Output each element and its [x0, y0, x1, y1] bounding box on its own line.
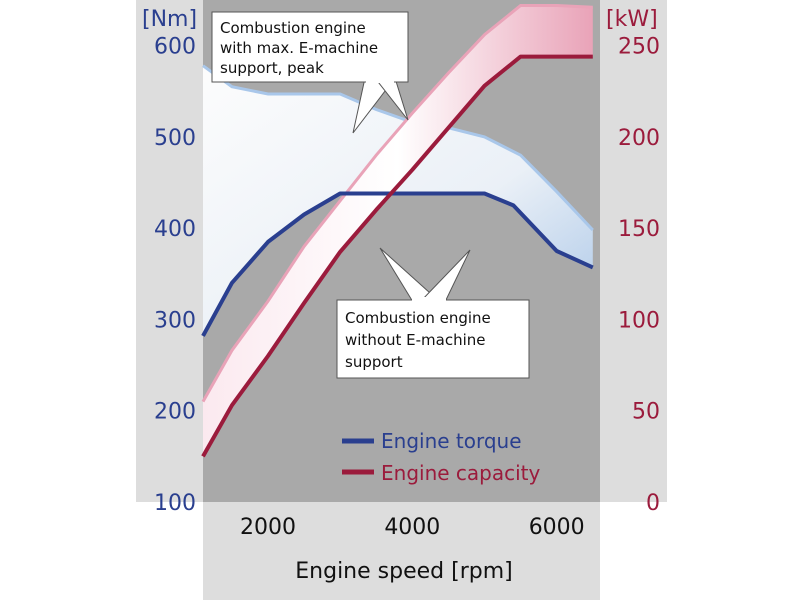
- callout-base-line-1: Combustion engine: [345, 309, 491, 327]
- plot-area: [203, 0, 600, 502]
- x-tick-label: 4000: [384, 515, 440, 540]
- y-right-tick-label: 100: [618, 308, 660, 333]
- y-right-tick-label: 50: [632, 400, 660, 425]
- x-axis-panel: [203, 502, 600, 600]
- left-axis-panel: [136, 0, 203, 502]
- y-left-tick-label: 300: [154, 308, 196, 333]
- capacity-line: [201, 54, 593, 458]
- callout-base-box: [336, 299, 530, 379]
- callout-base: Combustion engine without E-machine supp…: [336, 247, 530, 379]
- y-left-unit: [Nm]: [142, 7, 197, 32]
- callout-peak-line-2: with max. E-machine: [220, 39, 378, 57]
- torque-peak-line: [202, 64, 594, 232]
- y-left-tick-label: 100: [154, 491, 196, 516]
- legend: Engine torque Engine capacity: [342, 429, 541, 485]
- capacity-peak-line: [201, 4, 593, 403]
- y-left-tick-label: 600: [154, 35, 196, 60]
- right-axis-panel: [600, 0, 667, 502]
- y-right-tick-label: 0: [646, 491, 660, 516]
- y-left-tick-label: 200: [154, 400, 196, 425]
- callout-base-line-2: without E-machine: [345, 331, 486, 349]
- callout-peak-line-1: Combustion engine: [220, 19, 366, 37]
- x-tick-label: 6000: [529, 515, 585, 540]
- y-right-tick-label: 150: [618, 217, 660, 242]
- x-tick-label: 2000: [240, 515, 296, 540]
- y-right-tick-label: 250: [618, 35, 660, 60]
- y-left-tick-label: 400: [154, 217, 196, 242]
- callout-peak: Combustion engine with max. E-machine su…: [211, 11, 409, 134]
- callout-base-line-3: support: [345, 353, 403, 371]
- y-right-unit: [kW]: [606, 7, 658, 32]
- callout-peak-box: [211, 11, 409, 83]
- y-right-tick-label: 200: [618, 126, 660, 151]
- callout-peak-line-3: support, peak: [220, 59, 324, 77]
- x-axis-label: Engine speed [rpm]: [295, 559, 512, 584]
- capacity-range-band: [203, 5, 593, 457]
- legend-torque-label: Engine torque: [381, 429, 522, 453]
- torque-range-band: [203, 65, 593, 336]
- legend-capacity-label: Engine capacity: [381, 461, 541, 485]
- y-left-tick-label: 500: [154, 126, 196, 151]
- torque-line: [201, 191, 594, 337]
